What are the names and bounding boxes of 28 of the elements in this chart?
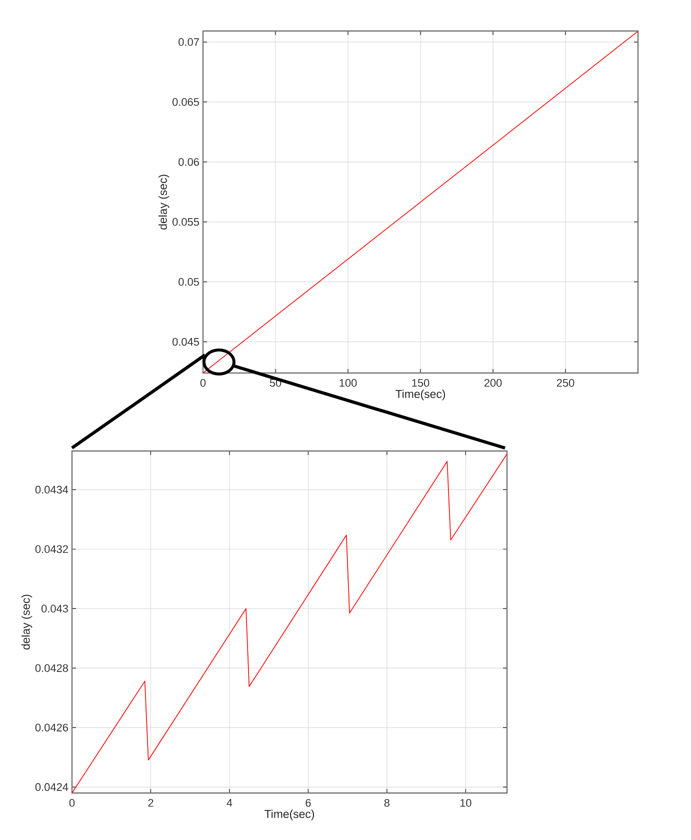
x-tick-label: 100: [340, 379, 357, 387]
y-tick-label: 0.055: [172, 218, 200, 226]
x-axis-title: Time(sec): [396, 390, 446, 400]
y-tick-label: 0.0434: [35, 486, 68, 494]
x-tick-label: 200: [484, 379, 502, 387]
x-axis-title: Time(sec): [264, 810, 314, 820]
x-tick-label: 250: [556, 379, 574, 387]
y-axis-title: delay (sec): [158, 174, 170, 230]
x-tick-label: 6: [306, 799, 311, 807]
y-tick-label: 0.045: [172, 338, 200, 346]
x-tick-label: 4: [226, 799, 232, 807]
x-tick-label: 0: [69, 799, 75, 807]
y-tick-label: 0.06: [178, 158, 199, 166]
y-tick-label: 0.043: [41, 604, 68, 612]
y-tick-label: 0.0432: [35, 545, 68, 554]
x-tick-label: 2: [148, 799, 154, 807]
y-tick-label: 0.0428: [35, 664, 68, 672]
y-tick-label: 0.0424: [35, 783, 68, 791]
x-tick-label: 8: [384, 799, 390, 807]
y-axis-title: delay (sec): [21, 594, 32, 650]
x-tick-label: 150: [412, 379, 430, 387]
x-tick-label: 10: [460, 799, 472, 807]
y-tick-label: 0.05: [178, 278, 200, 286]
line-series: [72, 454, 507, 793]
y-tick-label: 0.07: [178, 38, 199, 46]
y-tick-label: 0.0426: [35, 724, 68, 732]
x-tick-label: 0: [200, 379, 206, 387]
y-tick-label: 0.065: [172, 98, 200, 106]
